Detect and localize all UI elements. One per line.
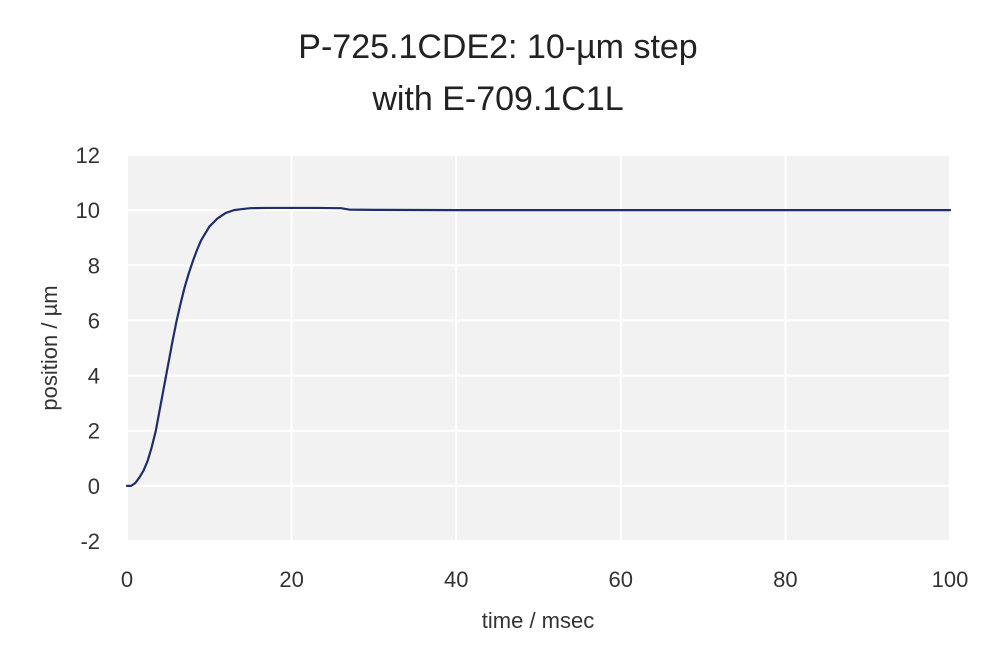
y-tick-label: 2: [88, 419, 100, 444]
y-tick-label: 12: [76, 143, 100, 168]
y-tick-label: -2: [80, 529, 100, 554]
y-tick-label: 6: [88, 308, 100, 333]
y-tick-label: 10: [76, 198, 100, 223]
chart-title-line-2: with E-709.1C1L: [371, 80, 623, 118]
plot-area: [127, 155, 950, 541]
x-tick-label: 80: [773, 567, 797, 592]
x-tick-labels: 0 20 40 60 80 100: [121, 567, 968, 592]
series-layer: [125, 206, 952, 487]
y-axis-title: position / µm: [37, 285, 62, 410]
x-tick-label: 40: [444, 567, 468, 592]
x-tick-label: 100: [932, 567, 969, 592]
x-tick-label: 20: [279, 567, 303, 592]
x-axis-title: time / msec: [482, 608, 594, 633]
y-tick-label: 4: [88, 364, 100, 389]
y-tick-labels: -2 0 2 4 6 8 10 12: [76, 143, 100, 554]
x-tick-label: 60: [609, 567, 633, 592]
chart-title-line-1: P-725.1CDE2: 10-µm step: [298, 28, 697, 66]
vertical-gridlines: [126, 155, 951, 541]
y-tick-label: 8: [88, 253, 100, 278]
series-line-position: [125, 206, 952, 487]
y-tick-label: 0: [88, 474, 100, 499]
x-tick-label: 0: [121, 567, 133, 592]
